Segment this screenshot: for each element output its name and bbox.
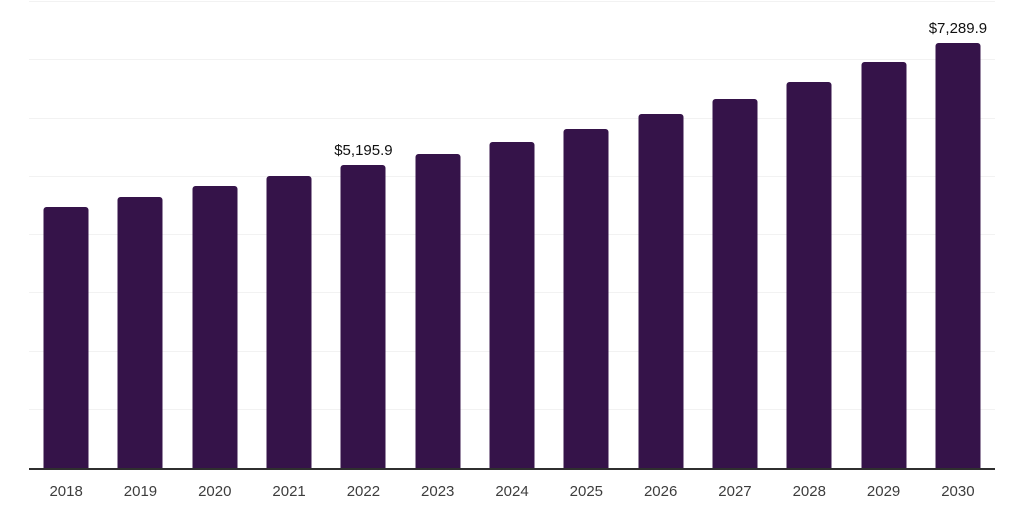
bar-slot-2021: [252, 2, 326, 468]
bar-2028: [786, 81, 832, 468]
bar-slot-2022: $5,195.9: [326, 2, 400, 468]
plot-area: $5,195.9 $7,289.9: [29, 1, 995, 470]
bar-2025: [563, 128, 609, 468]
bar-2021: [266, 176, 312, 468]
data-label-2022: $5,195.9: [334, 142, 393, 160]
bar-slot-2025: [549, 2, 623, 468]
x-tick-2020: 2020: [198, 483, 232, 500]
gridline-6000: [29, 117, 995, 119]
bar-slot-2018: [29, 2, 103, 468]
x-tick-2029: 2029: [866, 483, 901, 500]
bar-slot-2020: [178, 2, 252, 468]
gridline-7000: [29, 59, 995, 61]
bar-slot-2029: [846, 2, 920, 468]
bar-slot-2023: [401, 2, 475, 468]
bar-slot-2019: [103, 2, 177, 468]
bar-2022: [340, 165, 386, 468]
x-tick-2024: 2024: [495, 483, 529, 500]
bar-2030: [935, 43, 981, 468]
x-tick-2018: 2018: [49, 483, 83, 500]
x-tick-2021: 2021: [272, 483, 306, 500]
bar-2018: [43, 206, 89, 468]
bar-slot-2026: [624, 2, 698, 468]
bar-slot-2028: [772, 2, 846, 468]
x-tick-2025: 2025: [569, 483, 604, 500]
x-tick-2026: 2026: [643, 483, 678, 500]
x-tick-2023: 2023: [421, 483, 455, 500]
bar-2020: [192, 186, 238, 468]
bars-row: $5,195.9 $7,289.9: [29, 2, 995, 468]
x-tick-2027: 2027: [718, 483, 752, 500]
x-tick-2019: 2019: [123, 483, 158, 500]
data-label-2030: $7,289.9: [928, 20, 988, 38]
bar-2027: [712, 99, 758, 468]
x-axis-tick-labels: 2018 2019 2020 2021 2022 2023 2024 2025 2026 2027…: [29, 470, 995, 512]
x-tick-2028: 2028: [792, 483, 826, 500]
bar-2026: [638, 114, 684, 468]
bar-2024: [489, 141, 535, 468]
bar-2029: [861, 62, 907, 468]
x-tick-2030: 2030: [941, 483, 975, 500]
bar-2023: [415, 154, 461, 468]
gridline-8000: [29, 1, 995, 2]
bar-slot-2027: [698, 2, 772, 468]
bar-slot-2024: [475, 2, 549, 468]
bar-2019: [117, 196, 163, 468]
bar-slot-2030: $7,289.9: [921, 2, 995, 468]
x-tick-2022: 2022: [346, 483, 381, 500]
